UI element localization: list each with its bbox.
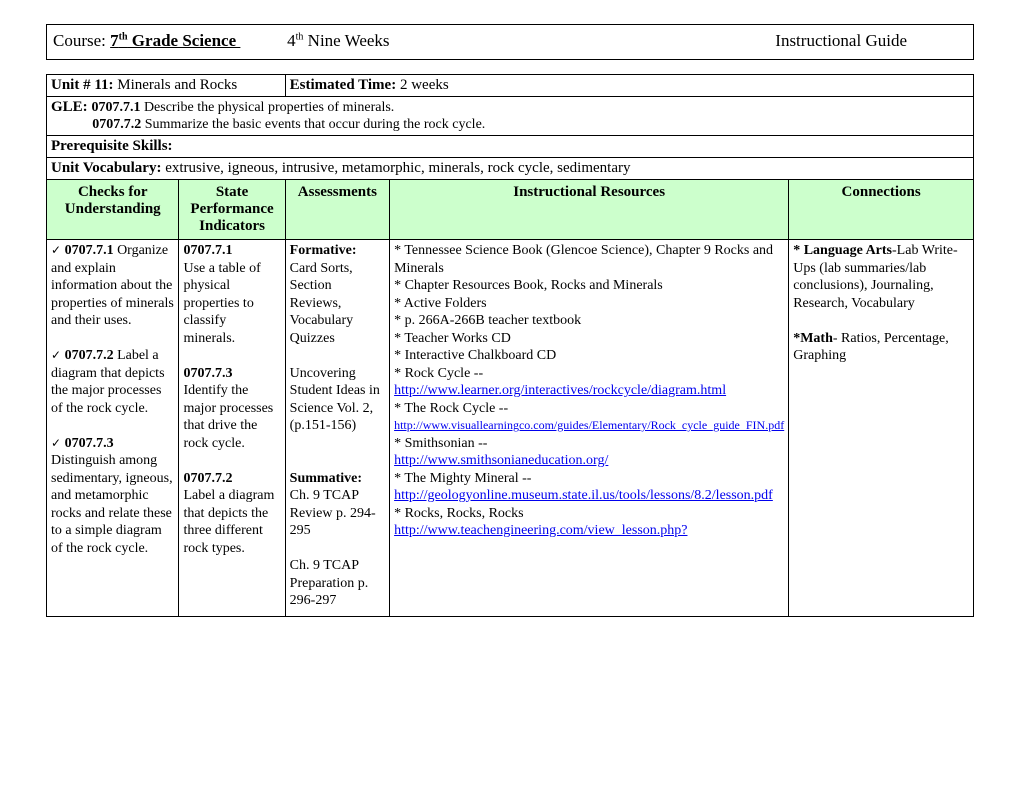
spi-3-code: 0707.7.2 — [183, 471, 232, 486]
formative-text-1: Card Sorts, Section Reviews, Vocabulary … — [290, 261, 354, 346]
header-table: Course: 7th Grade Science 4th Nine Weeks… — [46, 24, 974, 60]
col-header-resources: Instructional Resources — [390, 180, 789, 240]
gle-cell: GLE: 0707.7.1 Describe the physical prop… — [47, 97, 974, 136]
resource-11-label: * Rocks, Rocks, Rocks — [394, 506, 524, 521]
la-label: * Language Arts — [793, 243, 892, 258]
check-icon: ✓ — [51, 243, 61, 257]
resource-10-link[interactable]: http://geologyonline.museum.state.il.us/… — [394, 488, 773, 503]
check-icon: ✓ — [51, 436, 61, 450]
spi-1-code: 0707.7.1 — [183, 243, 232, 258]
summative-text-1: Ch. 9 TCAP Review p. 294-295 — [290, 488, 376, 538]
unit-label: Unit # 11: — [51, 77, 117, 93]
check-icon: ✓ — [51, 348, 61, 362]
time-cell: Estimated Time: 2 weeks — [285, 75, 973, 97]
spi-2-text: Identify the major processes that drive … — [183, 383, 273, 451]
unit-value: Minerals and Rocks — [117, 77, 237, 93]
content-row: ✓ 0707.7.1 Organize and explain informat… — [47, 240, 974, 617]
resource-1: * Tennessee Science Book (Glencoe Scienc… — [394, 243, 773, 276]
resource-6: * Interactive Chalkboard CD — [394, 348, 556, 363]
unit-row: Unit # 11: Minerals and Rocks Estimated … — [47, 75, 974, 97]
col-header-connections: Connections — [789, 180, 974, 240]
prereq-cell: Prerequisite Skills: — [47, 136, 974, 158]
gle-label: GLE: — [51, 99, 91, 115]
resources-cell: * Tennessee Science Book (Glencoe Scienc… — [390, 240, 789, 617]
resource-7-link[interactable]: http://www.learner.org/interactives/rock… — [394, 383, 726, 398]
check-1-code: 0707.7.1 — [65, 243, 114, 258]
resource-11-link[interactable]: http://www.teachengineering.com/view_les… — [394, 523, 687, 538]
check-3-code: 0707.7.3 — [65, 436, 114, 451]
spi-1-text: Use a table of physical properties to cl… — [183, 261, 260, 346]
period-text: Nine Weeks — [303, 31, 389, 50]
checks-cell: ✓ 0707.7.1 Organize and explain informat… — [47, 240, 179, 617]
column-headers-row: Checks for Understanding State Performan… — [47, 180, 974, 240]
main-table: Unit # 11: Minerals and Rocks Estimated … — [46, 74, 974, 617]
resource-2: * Chapter Resources Book, Rocks and Mine… — [394, 278, 663, 293]
resource-10-label: * The Mighty Mineral -- — [394, 471, 531, 486]
resource-7-label: * Rock Cycle -- — [394, 366, 483, 381]
formative-text-2: Uncovering Student Ideas in Science Vol.… — [290, 366, 380, 434]
gle-code-2: 0707.7.2 — [92, 117, 145, 132]
spi-2-code: 0707.7.3 — [183, 366, 232, 381]
spi-cell: 0707.7.1 Use a table of physical propert… — [179, 240, 285, 617]
resource-8-label: * The Rock Cycle -- — [394, 401, 508, 416]
col-header-assessments: Assessments — [285, 180, 389, 240]
resource-9-link[interactable]: http://www.smithsonianeducation.org/ — [394, 453, 608, 468]
course-label: Course: — [53, 31, 110, 50]
gle-text-2: Summarize the basic events that occur du… — [145, 117, 486, 132]
check-3-text: Distinguish among sedimentary, igneous, … — [51, 453, 173, 556]
summative-label: Summative: — [290, 471, 362, 486]
check-2-code: 0707.7.2 — [65, 348, 114, 363]
unit-cell: Unit # 11: Minerals and Rocks — [47, 75, 286, 97]
prereq-label: Prerequisite Skills: — [51, 138, 173, 154]
period-number: 4 — [287, 31, 296, 50]
assessments-cell: Formative: Card Sorts, Section Reviews, … — [285, 240, 389, 617]
vocab-row: Unit Vocabulary: extrusive, igneous, int… — [47, 158, 974, 180]
guide-label: Instructional Guide — [775, 31, 967, 51]
vocab-label: Unit Vocabulary: — [51, 160, 165, 176]
resource-9-label: * Smithsonian -- — [394, 436, 487, 451]
prereq-row: Prerequisite Skills: — [47, 136, 974, 158]
course-grade: 7 — [110, 31, 119, 50]
gle-code-1: 0707.7.1 — [91, 100, 144, 115]
spacer — [46, 60, 974, 74]
connections-cell: * Language Arts-Lab Write-Ups (lab summa… — [789, 240, 974, 617]
header-cell: Course: 7th Grade Science 4th Nine Weeks… — [47, 25, 974, 60]
gle-row: GLE: 0707.7.1 Describe the physical prop… — [47, 97, 974, 136]
document-container: Course: 7th Grade Science 4th Nine Weeks… — [46, 24, 974, 617]
gle-text-1: Describe the physical properties of mine… — [144, 100, 394, 115]
resource-3: * Active Folders — [394, 296, 487, 311]
vocab-cell: Unit Vocabulary: extrusive, igneous, int… — [47, 158, 974, 180]
time-label: Estimated Time: — [290, 77, 400, 93]
formative-label: Formative: — [290, 243, 357, 258]
course-name: Grade Science — [128, 31, 241, 50]
col-header-checks: Checks for Understanding — [47, 180, 179, 240]
resource-4: * p. 266A-266B teacher textbook — [394, 313, 581, 328]
resource-8-link[interactable]: http://www.visuallearningco.com/guides/E… — [394, 418, 784, 432]
resource-5: * Teacher Works CD — [394, 331, 511, 346]
summative-text-2: Ch. 9 TCAP Preparation p. 296-297 — [290, 558, 369, 608]
col-header-spi: State Performance Indicators — [179, 180, 285, 240]
header-row: Course: 7th Grade Science 4th Nine Weeks… — [47, 25, 974, 60]
math-label: *Math — [793, 331, 833, 346]
time-value: 2 weeks — [400, 77, 449, 93]
vocab-value: extrusive, igneous, intrusive, metamorph… — [165, 160, 630, 176]
spi-3-text: Label a diagram that depicts the three d… — [183, 488, 274, 556]
